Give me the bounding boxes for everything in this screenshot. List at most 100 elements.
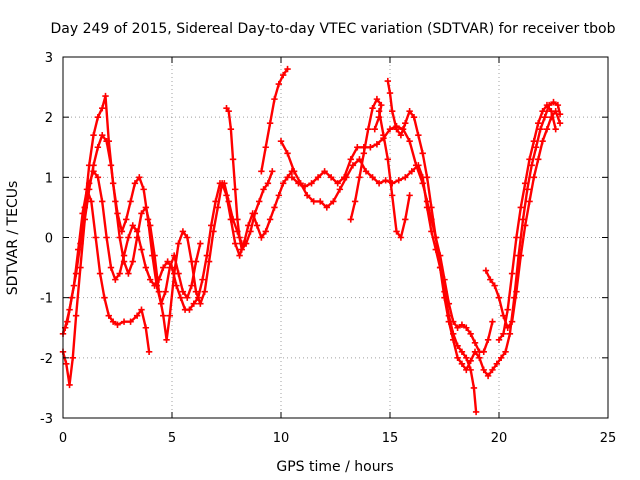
data-point-marker [236,252,243,259]
data-point-marker [365,126,372,133]
data-point-marker [203,252,211,259]
data-point-marker [190,300,197,307]
data-point-marker [419,180,426,187]
data-point-marker [160,312,167,319]
data-point-marker [406,107,413,115]
data-point-marker [436,264,444,271]
data-point-marker [166,312,174,319]
x-tick-label: 20 [491,431,508,446]
data-point-marker [232,186,239,193]
grid-lines [63,57,608,418]
data-point-marker [382,177,389,184]
data-point-marker [236,234,243,241]
data-point-marker [188,258,195,265]
data-point-marker [103,234,110,241]
data-point-marker [526,156,533,163]
data-point-marker [94,144,102,151]
data-point-marker [114,321,121,328]
data-point-marker [441,294,448,301]
data-point-marker [535,119,542,127]
data-point-marker [471,339,479,346]
data-point-marker [513,234,520,241]
data-point-marker [386,89,394,97]
data-point-marker [151,252,158,259]
data-point-marker [99,198,106,205]
data-point-marker [508,318,516,325]
data-point-marker [513,288,520,295]
x-tick-label: 25 [600,431,617,446]
data-point-marker [330,198,337,205]
data-point-marker [303,192,311,199]
series-satellite-track-6 [258,65,291,175]
data-point-marker [450,336,457,343]
data-point-marker [470,384,478,392]
data-point-marker [375,107,383,115]
series-satellite-track-5 [223,104,276,253]
data-point-marker [393,228,400,235]
data-point-marker [410,113,418,121]
data-point-marker [70,282,78,289]
data-point-marker [493,360,501,368]
data-point-marker [489,366,496,374]
data-point-marker [502,348,509,356]
x-tick-label: 15 [382,431,399,446]
data-point-marker [445,318,453,325]
y-tick-label: 1 [45,171,53,186]
data-point-marker [472,408,480,416]
data-point-marker [168,264,176,271]
series-satellite-track-10 [375,107,413,241]
series-satellite-track-3 [61,186,153,356]
data-point-marker [90,168,97,175]
data-point-marker [341,174,348,181]
data-point-marker [484,336,492,343]
data-point-marker [423,174,431,181]
data-point-marker [175,240,182,247]
data-point-marker [402,119,409,127]
data-point-marker [310,198,317,205]
data-point-marker [90,162,97,169]
data-point-marker [177,294,184,301]
data-point-marker [454,324,461,331]
data-point-marker [262,228,269,235]
data-point-marker [432,234,439,241]
data-point-marker [275,80,283,88]
data-point-marker [199,276,206,283]
data-point-marker [232,240,239,247]
x-tick-label: 10 [273,431,290,446]
data-point-marker [258,234,265,241]
data-point-marker [380,132,387,139]
data-point-marker [419,150,426,157]
data-point-marker [463,324,470,331]
data-point-marker [543,126,551,133]
data-point-marker [116,234,123,241]
data-point-marker [107,162,115,169]
data-point-marker [384,77,392,85]
data-point-marker [458,321,466,328]
data-point-marker [334,180,341,187]
data-point-marker [242,240,250,247]
data-point-marker [102,92,109,100]
data-point-marker [356,174,363,181]
data-point-marker [275,192,283,199]
data-point-marker [351,198,359,205]
data-point-marker [378,101,385,109]
data-point-marker [94,174,102,181]
data-point-marker [327,174,335,181]
data-point-marker [279,71,287,79]
data-point-marker [484,372,492,380]
series-satellite-track-13 [495,101,559,343]
data-point-marker [517,204,524,211]
data-point-marker [96,270,104,277]
data-point-marker [221,180,228,187]
data-point-marker [66,306,73,313]
data-point-marker [467,357,474,365]
data-point-marker [395,177,402,184]
data-point-marker [406,192,413,199]
x-tick-label: 5 [168,431,176,446]
data-point-marker [129,222,136,229]
data-point-marker [349,162,357,169]
data-point-marker [406,138,413,145]
data-point-marker [90,132,97,139]
data-point-marker [375,180,383,187]
data-point-marker [543,101,551,109]
